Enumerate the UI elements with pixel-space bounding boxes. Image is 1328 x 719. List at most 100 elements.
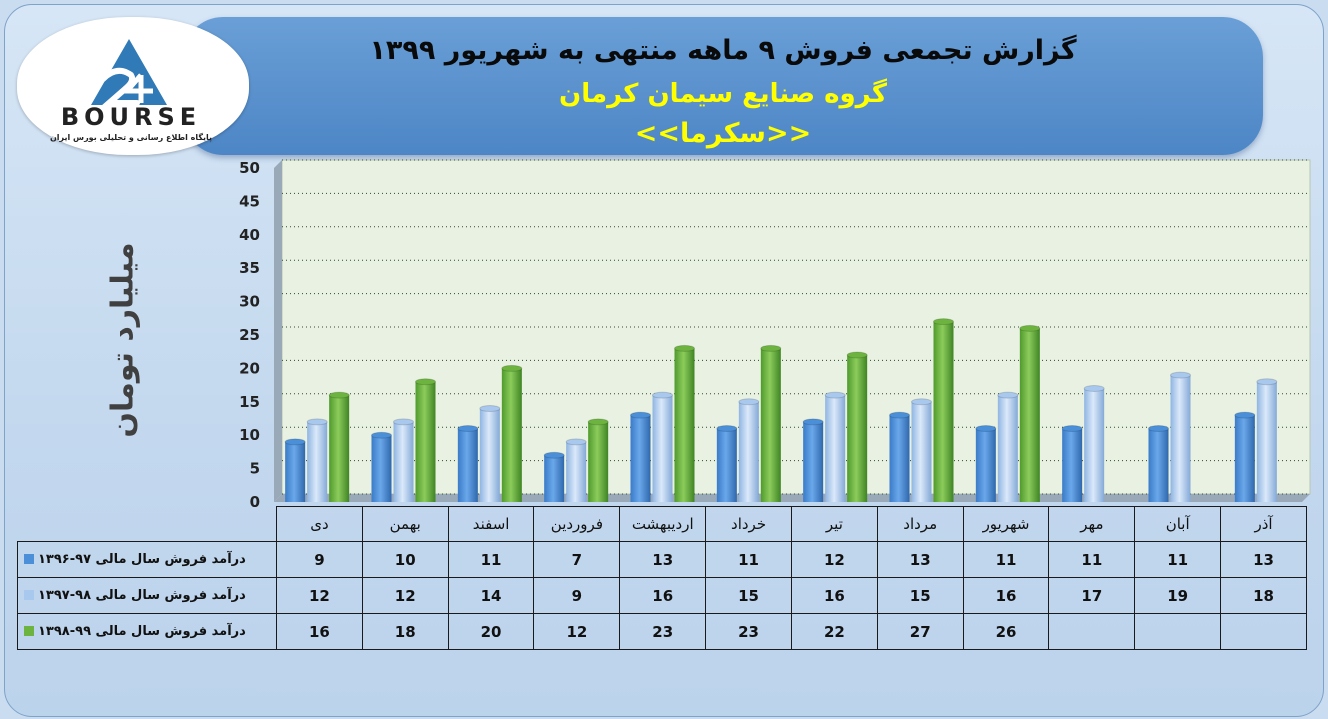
bar-body bbox=[1019, 328, 1040, 502]
bar-body bbox=[307, 421, 328, 502]
table-cell: 23 bbox=[619, 613, 707, 650]
bar bbox=[543, 451, 565, 502]
bar-body bbox=[825, 395, 846, 502]
table-cell: 12 bbox=[361, 577, 449, 614]
category-label: شهریور bbox=[962, 506, 1050, 542]
bar bbox=[716, 425, 738, 502]
bar-cap bbox=[630, 411, 651, 419]
table-cell: 16 bbox=[790, 577, 878, 614]
bar-cap bbox=[975, 425, 997, 433]
bar bbox=[1234, 411, 1256, 502]
table-cell: 9 bbox=[276, 541, 363, 578]
bar bbox=[652, 391, 673, 502]
y-tick-label: 25 bbox=[239, 326, 260, 344]
bar-body bbox=[329, 395, 350, 502]
table-cell: 17 bbox=[1048, 577, 1136, 614]
category-label: دی bbox=[276, 506, 363, 542]
bars bbox=[284, 318, 1278, 502]
data-table: دی بهمن اسفند فروردین اردیبهشت خرداد تیر مرداد ش… bbox=[17, 506, 1307, 650]
bar bbox=[846, 351, 868, 502]
bar-body bbox=[1234, 415, 1255, 502]
bar-cap bbox=[738, 398, 760, 406]
table-row: درآمد فروش سال مالی ۹۹-۱۳۹۸ 16 18 20 12 23 23… bbox=[17, 613, 1307, 650]
table-cell: 11 bbox=[962, 541, 1050, 578]
bar-cap bbox=[1061, 425, 1083, 433]
y-tick-label: 45 bbox=[239, 192, 260, 210]
table-cell bbox=[1048, 613, 1136, 650]
table-cell: 16 bbox=[619, 577, 707, 614]
bar bbox=[393, 418, 414, 502]
series-label-1398-99: درآمد فروش سال مالی ۹۹-۱۳۹۸ bbox=[17, 613, 277, 650]
y-tick-label: 15 bbox=[239, 393, 260, 411]
bar-cap bbox=[889, 411, 910, 419]
category-label: اردیبهشت bbox=[619, 506, 707, 542]
y-tick-label: 0 bbox=[250, 493, 260, 511]
bar-cap bbox=[933, 318, 954, 326]
y-axis-ticks: 0 5 10 15 20 25 30 35 40 45 50 bbox=[239, 159, 260, 511]
bar-cap bbox=[415, 378, 436, 386]
bar bbox=[565, 438, 587, 502]
bar-body bbox=[1062, 428, 1083, 502]
category-label: مهر bbox=[1048, 506, 1136, 542]
table-cell bbox=[1220, 613, 1307, 650]
table-cell: 12 bbox=[276, 577, 363, 614]
bar bbox=[911, 398, 932, 502]
bar-body bbox=[479, 408, 500, 502]
bar-body bbox=[285, 441, 306, 502]
table-header-row: دی بهمن اسفند فروردین اردیبهشت خرداد تیر مرداد ش… bbox=[17, 506, 1307, 542]
category-label: خرداد bbox=[705, 506, 792, 542]
bar-cap bbox=[328, 391, 350, 399]
y-tick-label: 5 bbox=[250, 460, 260, 478]
y-tick-label: 30 bbox=[239, 293, 260, 311]
table-cell: 11 bbox=[447, 541, 535, 578]
bar-body bbox=[1148, 428, 1169, 502]
table-cell: 16 bbox=[962, 577, 1050, 614]
table-cell: 18 bbox=[1220, 577, 1307, 614]
bar-body bbox=[803, 421, 824, 502]
table-cell: 11 bbox=[705, 541, 792, 578]
y-tick-label: 10 bbox=[239, 426, 260, 444]
y-tick-label: 20 bbox=[239, 359, 260, 377]
bar-body bbox=[415, 381, 436, 502]
bar bbox=[975, 425, 997, 502]
bar bbox=[415, 378, 436, 502]
table-cell: 14 bbox=[447, 577, 535, 614]
title-banner: گزارش تجمعی فروش ۹ ماهه منتهی به شهریور … bbox=[183, 17, 1263, 155]
series-label-1397-98: درآمد فروش سال مالی ۹۸-۱۳۹۷ bbox=[17, 577, 277, 614]
bar bbox=[997, 391, 1019, 502]
bar bbox=[738, 398, 760, 502]
table-row: درآمد فروش سال مالی ۹۸-۱۳۹۷ 12 12 14 9 16 15 1… bbox=[17, 577, 1307, 614]
bar-body bbox=[1256, 381, 1277, 502]
table-cell: 15 bbox=[705, 577, 792, 614]
table-cell: 13 bbox=[619, 541, 707, 578]
bar-body bbox=[847, 355, 868, 502]
bar-cap bbox=[1170, 371, 1191, 379]
bar-cap bbox=[393, 418, 414, 426]
y-tick-label: 50 bbox=[239, 159, 260, 177]
company-name: گروه صنایع سیمان کرمان bbox=[559, 79, 887, 109]
bar bbox=[889, 411, 910, 502]
series-label-1396-97: درآمد فروش سال مالی ۹۷-۱۳۹۶ bbox=[17, 541, 277, 578]
logo-mark-icon: BOURSE پایگاه اطلاع رسانی و تحلیلی بورس … bbox=[50, 39, 212, 143]
bourse24-logo: BOURSE پایگاه اطلاع رسانی و تحلیلی بورس … bbox=[17, 17, 249, 155]
bar-body bbox=[1084, 388, 1105, 502]
bar-cap bbox=[371, 431, 392, 439]
bar-cap bbox=[543, 451, 565, 459]
bar-cap bbox=[587, 418, 609, 426]
legend-swatch bbox=[24, 590, 34, 600]
bar-cap bbox=[760, 344, 782, 352]
svg-text:پایگاه اطلاع رسانی و تحلیلی بو: پایگاه اطلاع رسانی و تحلیلی بورس ایران bbox=[50, 132, 212, 143]
bar bbox=[479, 404, 501, 502]
bar bbox=[933, 318, 954, 502]
table-cell: 12 bbox=[533, 613, 621, 650]
table-cell: 15 bbox=[876, 577, 964, 614]
legend-swatch bbox=[24, 554, 34, 564]
bar-cap bbox=[565, 438, 587, 446]
bar bbox=[674, 344, 695, 502]
table-row: درآمد فروش سال مالی ۹۷-۱۳۹۶ 9 10 11 7 13 11 12… bbox=[17, 541, 1307, 578]
bar-cap bbox=[824, 391, 846, 399]
bar-cap bbox=[1148, 425, 1169, 433]
bar-body bbox=[652, 395, 673, 502]
bar-cap bbox=[911, 398, 932, 406]
bar bbox=[824, 391, 846, 502]
